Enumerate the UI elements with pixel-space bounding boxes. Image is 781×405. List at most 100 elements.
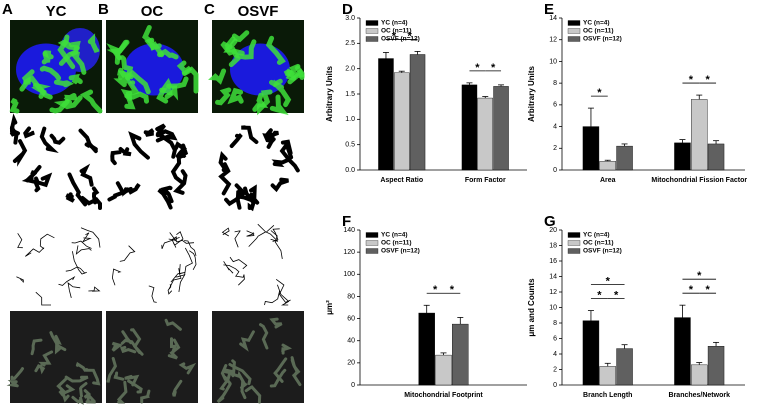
mitochondria-outline [189, 250, 197, 270]
x-tick-label: Form Factor [465, 177, 506, 184]
mitochondria [79, 89, 103, 114]
legend-label: OC (n=11) [381, 240, 412, 247]
y-tick-label: 2.0 [345, 66, 355, 73]
panel-letter: B [98, 1, 109, 18]
y-tick-label: 3.0 [345, 15, 355, 22]
mitochondria-binary [280, 139, 294, 160]
mitochondria-binary [65, 192, 75, 203]
legend-swatch [567, 20, 581, 26]
mitochondria-skeleton [127, 379, 143, 394]
bar [616, 348, 633, 386]
mitochondria-binary [160, 185, 174, 204]
legend-swatch [365, 232, 379, 238]
legend-label: OSVF (n=12) [583, 36, 622, 43]
bar [582, 320, 600, 386]
bar [418, 312, 435, 386]
mitochondria-binary [157, 188, 173, 210]
y-tick-label: 4 [553, 123, 557, 130]
mitochondria-skeleton [130, 328, 144, 356]
legend-label: OC (n=11) [381, 28, 412, 35]
mitochondria-skeleton [58, 389, 70, 403]
mitochondria [220, 41, 245, 56]
mitochondria-skeleton [216, 382, 232, 404]
mitochondria-outline [75, 245, 92, 255]
y-tick-label: 120 [343, 249, 355, 256]
mitochondria-outline [161, 237, 180, 250]
mitochondria [257, 89, 273, 116]
mitochondria-outline [270, 230, 283, 259]
mitochondria [269, 94, 289, 116]
mitochondria-outline [111, 268, 122, 286]
significance-label: * [475, 62, 480, 74]
mitochondria-binary [271, 158, 290, 168]
significance-label: * [433, 284, 438, 296]
mitochondria-outline [170, 268, 186, 283]
mitochondria-binary [128, 131, 150, 160]
significance-label: * [606, 276, 611, 288]
mitochondria [9, 97, 20, 114]
mitochondria-skeleton [178, 362, 197, 375]
mitochondria-outline [223, 264, 240, 277]
panel-letter: G [544, 213, 556, 230]
y-tick-label: 10 [549, 304, 557, 311]
y-tick-label: 6 [553, 335, 557, 342]
mitochondria-outline [168, 264, 182, 290]
x-tick-label: Area [600, 177, 616, 184]
mitochondria-outline [248, 223, 267, 247]
mitochondria-outline [169, 232, 195, 244]
mitochondria-outline [148, 285, 157, 303]
mitochondria-skeleton [64, 375, 89, 383]
mitochondria-binary [84, 141, 98, 154]
panel-letter: D [342, 1, 353, 18]
mitochondria [208, 68, 227, 85]
mitochondria-binary [91, 186, 100, 205]
mitochondria [106, 39, 130, 61]
mitochondria-binary [247, 198, 256, 212]
y-tick-label: 18 [549, 242, 557, 249]
y-tick-label: 16 [549, 258, 557, 265]
significance-label: * [689, 74, 694, 86]
significance-label: * [689, 284, 694, 296]
mitochondria-outline [67, 282, 81, 298]
mitochondria-binary [262, 133, 276, 144]
bar [674, 317, 691, 386]
mitochondria [31, 82, 51, 99]
mitochondria-outline [264, 290, 280, 306]
mitochondria-outline [277, 284, 290, 306]
mitochondria-skeleton [170, 337, 177, 355]
mitochondria-outline [17, 233, 23, 249]
mitochondria-binary [170, 156, 185, 186]
mitochondria [68, 50, 87, 75]
mitochondria-binary [234, 183, 248, 210]
legend-label: YC (n=4) [583, 232, 610, 239]
y-tick-label: 20 [347, 360, 355, 367]
binary-image [10, 117, 102, 210]
mitochondria [53, 79, 75, 88]
mitochondria [182, 66, 199, 94]
mitochondria-skeleton [120, 345, 137, 354]
bar [616, 145, 633, 171]
mitochondria-outline [184, 240, 197, 257]
legend-swatch [365, 240, 379, 246]
legend-swatch [365, 20, 379, 26]
mitochondria [285, 68, 305, 80]
mitochondria-skeleton [84, 368, 101, 386]
mitochondria-binary [34, 172, 53, 188]
mitochondria-binary [155, 129, 178, 141]
mitochondria-skeleton [273, 357, 288, 383]
bar [461, 84, 478, 171]
y-tick-label: 0.5 [345, 142, 355, 149]
y-tick-label: 20 [549, 227, 557, 234]
y-tick-label: 2 [553, 145, 557, 152]
outline-image [212, 214, 304, 307]
mitochondria-outline [275, 278, 291, 303]
mitochondria-outline [234, 230, 241, 248]
mitochondria [231, 30, 250, 43]
mitochondria-outline [168, 236, 177, 248]
legend-swatch [365, 28, 379, 34]
mitochondria-binary [39, 126, 59, 153]
skeleton-image [106, 311, 198, 403]
mitochondria [57, 34, 76, 70]
legend-label: YC (n=4) [583, 20, 610, 27]
